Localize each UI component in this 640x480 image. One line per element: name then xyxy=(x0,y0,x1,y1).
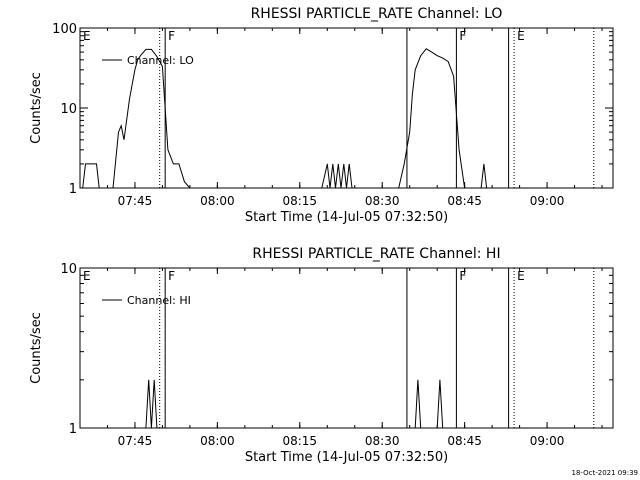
x-tick-label: 08:30 xyxy=(365,194,400,208)
event-marker-label: F xyxy=(459,29,466,43)
x-tick-label: 07:45 xyxy=(118,194,153,208)
x-axis-label: Start Time (14-Jul-05 07:32:50) xyxy=(245,210,448,225)
chart-panel-1: RHESSI PARTICLE_RATE Channel: HI 07:45 08:… xyxy=(29,246,614,465)
x-tick-label: 08:45 xyxy=(447,434,482,448)
footer-timestamp: 18-Oct-2021 09:39 xyxy=(572,469,638,477)
x-tick-label: 08:15 xyxy=(282,194,317,208)
y-tick-label: 100 xyxy=(52,22,77,37)
x-tick-label: 09:00 xyxy=(530,194,565,208)
event-marker-label: E xyxy=(83,29,91,43)
event-marker-label: E xyxy=(517,269,525,283)
event-marker-label: E xyxy=(83,269,91,283)
chart-title: RHESSI PARTICLE_RATE Channel: LO xyxy=(251,6,503,22)
x-tick-label: 08:15 xyxy=(282,434,317,448)
legend-label: Channel: HI xyxy=(127,294,191,307)
y-axis-label: Counts/sec xyxy=(29,312,44,384)
x-tick-label: 07:45 xyxy=(118,434,153,448)
y-axis-label: Counts/sec xyxy=(29,72,44,144)
event-marker-label: F xyxy=(459,269,466,283)
series-line xyxy=(145,379,444,429)
y-tick-label: 1 xyxy=(69,422,77,437)
x-tick-label: 08:00 xyxy=(200,194,235,208)
x-tick-label: 08:45 xyxy=(447,194,482,208)
x-tick-label: 08:30 xyxy=(365,434,400,448)
y-tick-label: 1 xyxy=(69,182,77,197)
x-axis-label: Start Time (14-Jul-05 07:32:50) xyxy=(245,450,448,465)
event-marker-label: F xyxy=(168,269,175,283)
event-marker-label: F xyxy=(168,29,175,43)
x-tick-label: 08:00 xyxy=(200,434,235,448)
chart-panel-0: RHESSI PARTICLE_RATE Channel: LO 07:45 08:… xyxy=(29,6,614,225)
chart-title: RHESSI PARTICLE_RATE Channel: HI xyxy=(252,246,500,262)
legend-label: Channel: LO xyxy=(127,54,194,67)
event-marker-label: E xyxy=(517,29,525,43)
y-tick-label: 10 xyxy=(60,262,77,277)
y-tick-label: 10 xyxy=(60,102,77,117)
series-line xyxy=(82,48,488,189)
x-tick-label: 09:00 xyxy=(530,434,565,448)
